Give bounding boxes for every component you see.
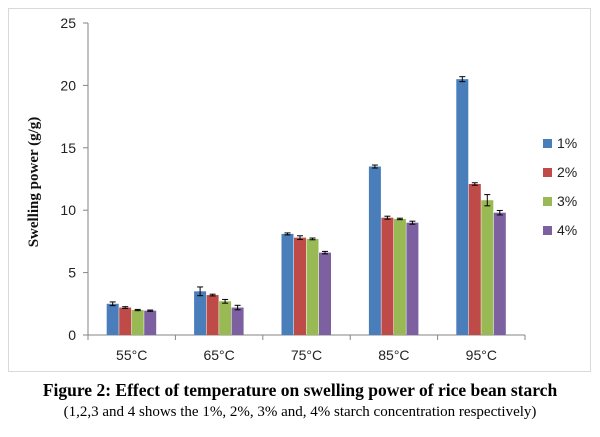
bar	[106, 303, 119, 335]
bar	[381, 217, 394, 335]
y-tick-label: 0	[68, 327, 76, 343]
y-tick-label: 15	[60, 140, 76, 156]
y-tick-label: 5	[68, 265, 76, 281]
bar	[393, 218, 406, 335]
x-tick-label: 75°C	[291, 347, 322, 363]
swelling-power-chart: 0 5 10 15 20 25 55°C 65°C 75°C 85°C 95°C 1% 2% 3% 4%…	[26, 15, 577, 363]
bar	[144, 310, 157, 335]
bar	[219, 301, 232, 335]
legend: 1% 2% 3% 4%	[543, 135, 577, 238]
bar	[231, 307, 244, 335]
x-tick-label: 65°C	[203, 347, 234, 363]
legend-swatch	[543, 197, 552, 206]
bar	[294, 237, 306, 335]
legend-label: 3%	[557, 193, 577, 209]
legend-swatch	[543, 226, 552, 235]
legend-swatch	[543, 139, 552, 148]
bar	[131, 310, 144, 335]
x-axis: 55°C 65°C 75°C 85°C 95°C	[87, 334, 526, 363]
bar	[206, 295, 219, 335]
bar	[456, 79, 469, 335]
legend-label: 1%	[557, 135, 577, 151]
error-bars	[109, 76, 503, 312]
chart-frame	[8, 8, 591, 372]
figure-caption-subtitle: (1,2,3 and 4 shows the 1%, 2%, 3% and, 4…	[63, 404, 537, 420]
legend-label: 2%	[557, 164, 577, 180]
bar	[306, 238, 319, 335]
bar	[481, 200, 494, 335]
legend-swatch	[543, 168, 552, 177]
bar	[468, 183, 481, 335]
y-tick-label: 10	[60, 202, 76, 218]
x-tick-label: 85°C	[378, 347, 409, 363]
x-tick-label: 95°C	[466, 347, 497, 363]
bar	[281, 233, 294, 335]
bar	[406, 222, 419, 335]
y-tick-label: 20	[60, 77, 76, 93]
y-axis: 0 5 10 15 20 25	[60, 15, 89, 343]
y-axis-label: Swelling power (g/g)	[26, 117, 42, 248]
bar	[119, 307, 132, 335]
bar	[194, 291, 207, 335]
bars	[106, 79, 506, 335]
legend-label: 4%	[557, 222, 577, 238]
x-tick-label: 55°C	[116, 347, 147, 363]
bar	[319, 252, 331, 335]
y-tick-label: 25	[60, 15, 76, 31]
figure-caption-title: Figure 2: Effect of temperature on swell…	[42, 380, 558, 400]
bar	[368, 166, 381, 335]
bar	[493, 212, 506, 335]
